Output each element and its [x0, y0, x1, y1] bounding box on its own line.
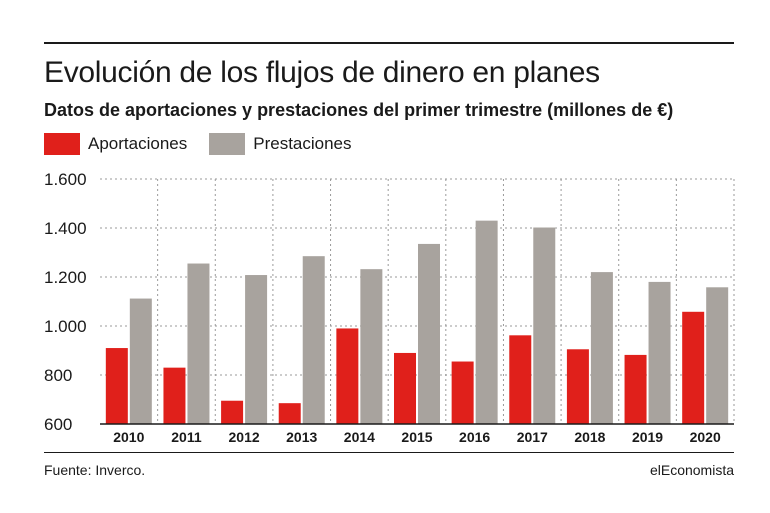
- legend-label-prestaciones: Prestaciones: [253, 134, 352, 153]
- x-tick-label: 2016: [459, 429, 490, 445]
- bottom-rule: [44, 452, 734, 453]
- bar-aportaciones: [221, 400, 244, 424]
- bar-aportaciones: [278, 403, 301, 424]
- y-tick-label: 800: [44, 366, 72, 385]
- y-tick-label: 1.000: [44, 317, 87, 336]
- top-rule: [44, 42, 734, 44]
- bar-aportaciones: [394, 352, 416, 424]
- bar-aportaciones: [682, 311, 705, 424]
- bar-prestaciones: [187, 263, 210, 424]
- brand-label: elEconomista: [649, 462, 734, 478]
- legend: Aportaciones Prestaciones: [44, 132, 374, 156]
- x-tick-label: 2017: [517, 429, 548, 445]
- bar-prestaciones: [245, 275, 268, 424]
- x-tick-label: 2013: [286, 429, 317, 445]
- bar-aportaciones: [336, 328, 359, 424]
- bar-aportaciones: [509, 335, 532, 424]
- bar-prestaciones: [590, 272, 613, 424]
- chart-subtitle: Datos de aportaciones y prestaciones del…: [44, 100, 674, 120]
- bar-prestaciones: [533, 227, 556, 424]
- source-note: Fuente: Inverco.: [44, 462, 146, 478]
- y-tick-label: 600: [44, 415, 72, 434]
- x-tick-label: 2010: [113, 429, 144, 445]
- legend-item-prestaciones: Prestaciones: [209, 133, 352, 155]
- x-tick-label: 2018: [574, 429, 605, 445]
- bar-aportaciones: [105, 348, 128, 424]
- legend-item-aportaciones: Aportaciones: [44, 133, 187, 155]
- x-tick-label: 2019: [632, 429, 663, 445]
- x-tick-label: 2011: [171, 429, 202, 445]
- bar-aportaciones: [566, 349, 589, 424]
- x-tick-label: 2014: [344, 429, 375, 445]
- legend-swatch-aportaciones: [44, 133, 80, 155]
- y-tick-label: 1.600: [44, 170, 87, 189]
- bar-prestaciones: [129, 298, 152, 424]
- y-tick-label: 1.200: [44, 268, 87, 287]
- x-tick-label: 2015: [401, 429, 432, 445]
- bar-prestaciones: [648, 281, 671, 424]
- x-tick-label: 2020: [690, 429, 721, 445]
- bar-aportaciones: [451, 361, 474, 424]
- bar-prestaciones: [475, 220, 498, 424]
- bar-prestaciones: [418, 243, 440, 424]
- bar-aportaciones: [624, 354, 647, 424]
- x-tick-label: 2012: [229, 429, 260, 445]
- bar-prestaciones: [360, 269, 383, 424]
- bar-prestaciones: [302, 256, 325, 424]
- bar-prestaciones: [706, 287, 729, 424]
- legend-swatch-prestaciones: [209, 133, 246, 155]
- bar-aportaciones: [163, 367, 186, 424]
- legend-label-aportaciones: Aportaciones: [88, 134, 188, 153]
- chart-title: Evolución de los flujos de dinero en pla…: [44, 56, 600, 89]
- y-tick-label: 1.400: [44, 219, 87, 238]
